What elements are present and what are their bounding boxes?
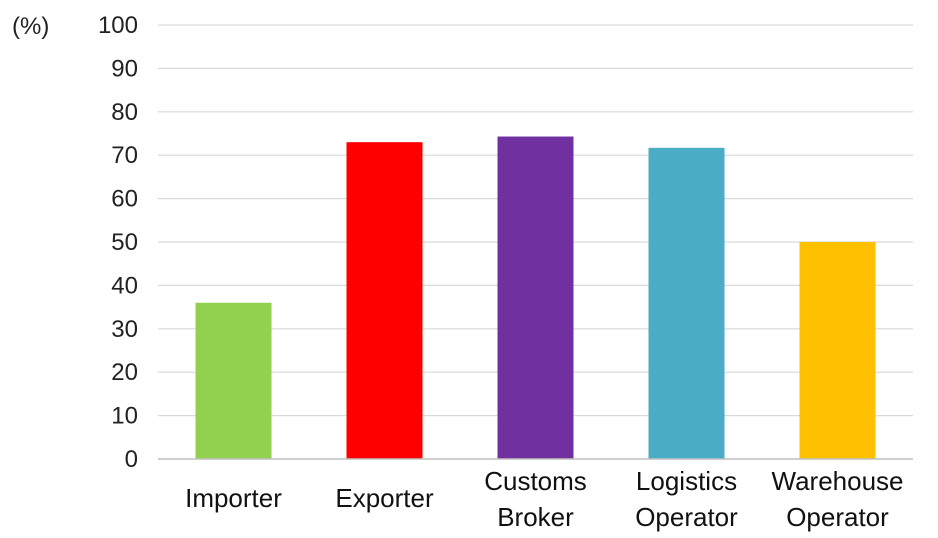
x-category-label: Operator	[786, 502, 889, 532]
x-category-label: Warehouse	[772, 466, 904, 496]
x-category-label: Exporter	[335, 483, 434, 513]
y-tick-label: 20	[111, 359, 138, 386]
x-category-label: Operator	[635, 502, 738, 532]
y-tick-label: 0	[125, 446, 138, 473]
y-tick-label: 30	[111, 316, 138, 343]
bar	[346, 142, 423, 459]
y-tick-label: 80	[111, 99, 138, 126]
y-unit-label: (%)	[12, 13, 49, 40]
bar	[195, 302, 272, 459]
bars	[195, 136, 876, 459]
y-tick-label: 70	[111, 142, 138, 169]
y-tick-label: 10	[111, 403, 138, 430]
x-category-label: Logistics	[636, 466, 737, 496]
y-tick-label: 40	[111, 272, 138, 299]
x-category-label: Importer	[185, 483, 282, 513]
x-category-label: Customs	[484, 466, 587, 496]
y-tick-label: 60	[111, 186, 138, 213]
bar	[648, 147, 725, 459]
y-tick-label: 50	[111, 229, 138, 256]
x-category-label: Broker	[497, 502, 574, 532]
bar	[799, 242, 876, 459]
labels: 0 10 20 30 40 50 60 70 80 90 100 Importer Exporter Cu…	[12, 12, 904, 532]
y-tick-label: 100	[98, 12, 138, 39]
bar	[497, 136, 574, 459]
y-tick-label: 90	[111, 55, 138, 82]
